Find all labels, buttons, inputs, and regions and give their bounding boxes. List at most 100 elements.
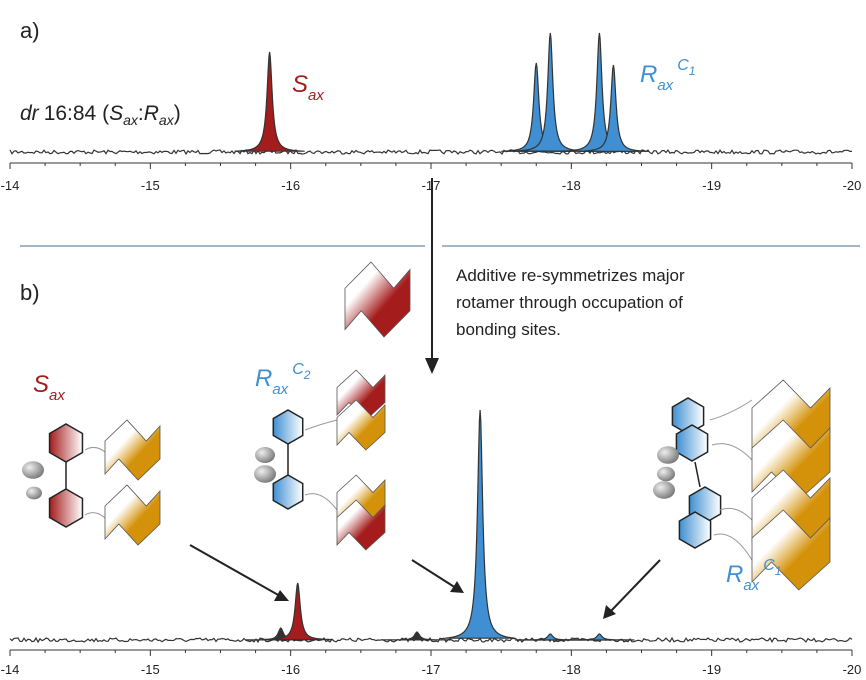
tether [304,493,338,511]
annotation-part: ax [123,112,139,128]
label-main: R [640,61,657,88]
tether [84,446,106,453]
sphere [657,446,679,464]
annotation: dr 16:84 (Sax:Rax) [20,102,181,128]
arrow [609,559,661,613]
ring [272,474,304,510]
species-label: Sax [292,71,324,104]
species-label: RaxC1 [726,557,781,594]
x-tick-label: -15 [141,662,160,677]
x-tick-label: -20 [843,178,862,193]
note-line: Additive re-symmetrizes major [456,266,685,285]
annotation-part: ax [159,112,175,128]
label-sup: C [763,557,775,574]
label-sup-sub: 1 [689,64,696,78]
tether [709,399,753,421]
ring [675,424,709,462]
peak [564,633,635,641]
chevron [336,399,386,451]
sphere [26,486,42,500]
x-tick-label: -15 [141,178,160,193]
bond [694,461,701,488]
sphere [254,465,276,483]
label-main: R [255,365,272,392]
chevron [336,369,386,421]
label-sub: ax [657,77,673,94]
arrow-head [425,358,439,374]
sphere [255,447,275,463]
label-main: S [292,71,308,98]
cartoons [22,261,831,591]
x-tick-label: -16 [281,178,300,193]
x-tick-label: -18 [562,662,581,677]
note-line: rotamer through occupation of [456,293,683,312]
sphere [657,466,675,482]
panel-label: a) [20,18,40,43]
annotation-part: 16:84 ( [44,102,109,125]
ring [48,488,84,528]
label-sup: C [677,57,689,74]
x-tick-label: -20 [843,662,862,677]
peak [578,64,649,152]
label-sup-sub: 2 [303,368,311,382]
label-sub: ax [49,387,65,404]
label-sup-sub: 1 [775,564,782,578]
pointer-arrows [189,544,661,613]
chevron [104,419,161,481]
x-tick-label: -16 [281,662,300,677]
tether [304,419,338,431]
sphere [22,461,44,479]
annotation-part: dr [20,102,40,125]
x-tick-label: -14 [1,178,20,193]
label-sub: ax [308,87,324,104]
baseline [9,148,852,156]
tether [713,533,753,561]
label-sub: ax [272,381,288,398]
arrow-head [274,590,289,601]
x-tick-label: -14 [1,662,20,677]
x-tick-label: -18 [562,178,581,193]
tether [711,443,753,461]
annotation-part: R [144,102,159,125]
annotation-part: : [138,102,144,125]
annotation-part: ) [174,102,181,125]
x-tick-label: -19 [702,178,721,193]
chevron [344,261,411,338]
chevron [104,484,161,546]
label-main: R [726,561,743,588]
peak [381,631,452,641]
tether [719,507,753,521]
peak [501,62,572,152]
chevron [751,419,831,501]
label-main: S [33,371,49,398]
peak [445,409,516,639]
chevron [336,499,386,551]
tether [84,512,106,519]
ring [48,423,84,463]
arrow [189,544,281,597]
x-tick-label: -17 [422,178,441,193]
peak [234,51,305,152]
species-label: RaxC1 [640,57,695,94]
label-sup: C [292,361,304,378]
chevron [751,509,831,591]
arrow [411,559,457,589]
peak [262,582,333,641]
x-tick-label: -17 [422,662,441,677]
arrow-head [450,581,464,593]
panel-label: b) [20,280,40,305]
peak [515,32,586,152]
ring [272,409,304,445]
x-tick-label: -19 [702,662,721,677]
peak [564,32,635,152]
sphere [653,481,675,499]
species-label: RaxC2 [255,361,311,398]
note-line: bonding sites. [456,320,561,339]
species-label: Sax [33,371,65,404]
annotation-part: S [109,102,123,125]
arrow-head [603,605,616,619]
label-sub: ax [743,577,759,594]
ring [678,511,712,549]
